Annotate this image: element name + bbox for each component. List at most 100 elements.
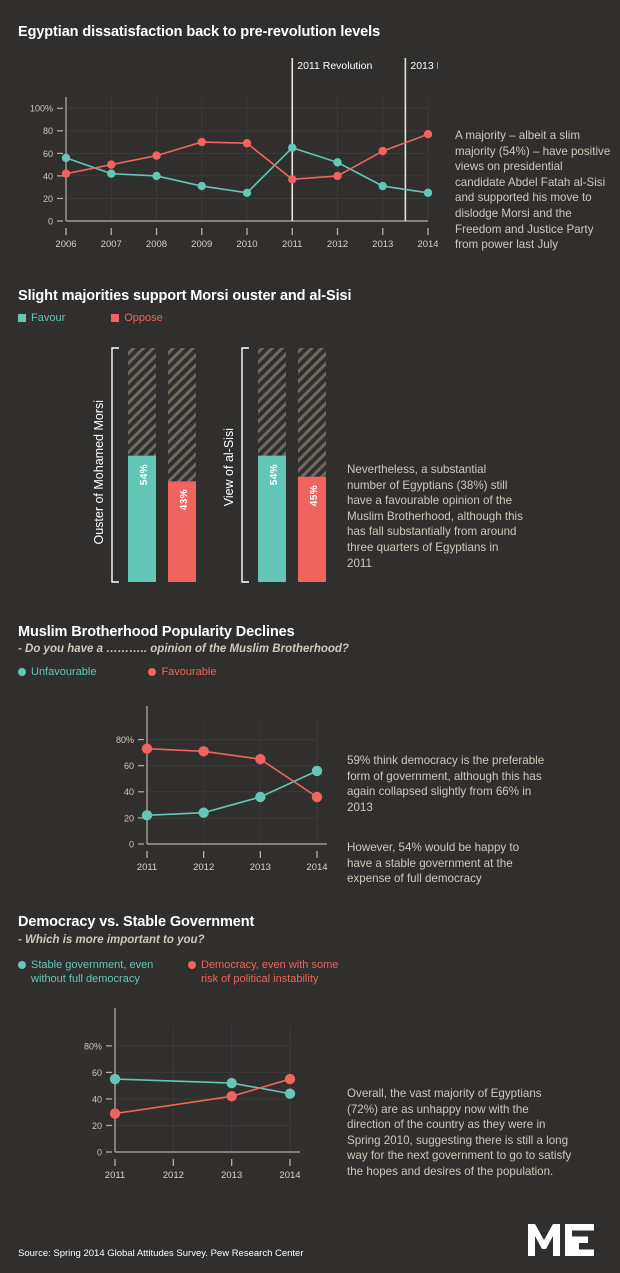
- data-point: [423, 188, 433, 198]
- side-text-muslim-brotherhood-2: However, 54% would be happy to have a st…: [347, 841, 520, 886]
- section-subtitle-democracy: - Which is more important to you?: [18, 934, 205, 946]
- bar-value: [128, 455, 156, 582]
- side-text-muslim-brotherhood-1: 59% think democracy is the preferable fo…: [347, 754, 545, 814]
- legend-dot-stable-government-icon: [18, 961, 26, 969]
- legend-democracy: Stable government, even without full dem…: [18, 958, 358, 986]
- legend-item-democracy-risk[interactable]: Democracy, even with some risk of politi…: [188, 958, 358, 986]
- y-tick-label: 80: [43, 126, 53, 136]
- bar-remainder: [258, 348, 286, 456]
- y-tick-label: 40: [124, 787, 134, 797]
- bar-value-label: 43%: [179, 489, 190, 511]
- group-bracket: [241, 347, 249, 583]
- legend-label-favour: Favour: [31, 312, 66, 324]
- legend-item-favourable[interactable]: Favourable: [148, 665, 216, 679]
- bar-remainder: [298, 348, 326, 477]
- x-tick-label: 2012: [193, 862, 214, 873]
- x-tick-label: 2014: [306, 862, 327, 873]
- section-title-dissatisfaction: Egyptian dissatisfaction back to pre-rev…: [18, 24, 381, 40]
- data-point: [311, 765, 323, 777]
- x-tick-label: 2009: [191, 239, 212, 250]
- line-chart-dissatisfaction: 0 20 40 60 80 100% 2006 2007 2008 2009 2010 2011 201…: [18, 52, 438, 267]
- legend-item-oppose[interactable]: Oppose: [111, 311, 163, 325]
- x-tick-label: 2013: [250, 862, 271, 873]
- line-chart-democracy: 0 20 40 60 80% 2011 2012 2013 2014: [60, 1008, 310, 1194]
- bar-group-label: Ouster of Mohamed Morsi: [92, 400, 106, 545]
- data-point: [197, 137, 206, 147]
- data-point: [423, 130, 433, 139]
- data-point: [141, 810, 153, 821]
- y-tick-label: 80%: [116, 735, 134, 745]
- bar-remainder: [168, 348, 196, 482]
- data-point: [378, 181, 387, 191]
- bar-chart-morsi-sisi: 54% 43% 54% 45% Ouster of Mohamed Morsi View …: [92, 340, 350, 595]
- legend-label-favourable: Favourable: [161, 666, 217, 678]
- data-point: [226, 1091, 237, 1102]
- data-point: [378, 146, 387, 156]
- legend-item-stable-government[interactable]: Stable government, even without full dem…: [18, 958, 168, 986]
- x-tick-label: 2006: [55, 239, 76, 250]
- data-point: [61, 169, 71, 178]
- data-point: [242, 188, 252, 198]
- data-point: [284, 1088, 296, 1099]
- data-point: [198, 807, 209, 818]
- data-point: [288, 175, 297, 184]
- legend-dot-favourable-icon: [148, 668, 157, 676]
- y-tick-label: 0: [48, 216, 53, 226]
- series-line: [146, 770, 318, 817]
- bar-value: [168, 481, 196, 582]
- data-point: [109, 1108, 121, 1119]
- y-tick-label: 80%: [84, 1041, 102, 1051]
- side-text-morsi-sisi: Nevertheless, a substantial number of Eg…: [347, 463, 523, 570]
- x-tick-label: 2014: [417, 239, 438, 250]
- data-point: [284, 1073, 296, 1085]
- x-tick-label: 2012: [163, 1170, 184, 1181]
- section-title-muslim-brotherhood: Muslim Brotherhood Popularity Declines: [18, 624, 295, 640]
- data-point: [107, 169, 116, 178]
- data-point: [198, 746, 209, 757]
- data-point: [255, 753, 266, 765]
- legend-muslim-brotherhood: Unfavourable Favourable: [18, 665, 216, 679]
- y-tick-label: 60: [43, 149, 53, 159]
- x-tick-label: 2011: [282, 239, 302, 250]
- x-tick-label: 2007: [101, 239, 122, 250]
- event-label: 2011 Revolution: [297, 60, 372, 72]
- data-point: [152, 151, 161, 160]
- legend-dot-unfavourable-icon: [18, 668, 26, 676]
- bar-value: [258, 455, 286, 582]
- data-point: [242, 139, 252, 148]
- series-line: [114, 1078, 291, 1115]
- data-point: [333, 171, 342, 181]
- x-tick-label: 2010: [236, 239, 257, 250]
- source-caption: Source: Spring 2014 Global Attitudes Sur…: [18, 1248, 304, 1259]
- data-point: [333, 158, 342, 167]
- section-title-democracy: Democracy vs. Stable Government: [18, 914, 255, 930]
- section-subtitle-muslim-brotherhood: - Do you have a ……….. opinion of the Mus…: [18, 643, 349, 655]
- legend-dot-democracy-risk-icon: [188, 961, 196, 969]
- data-point: [288, 143, 297, 152]
- legend-item-favour[interactable]: Favour: [18, 311, 65, 325]
- data-point: [107, 160, 116, 169]
- mee-logo-icon: [528, 1224, 594, 1256]
- data-point: [109, 1073, 121, 1085]
- series-line: [146, 747, 318, 798]
- data-point: [311, 791, 323, 803]
- legend-swatch-oppose-icon: [111, 314, 120, 322]
- y-tick-label: 20: [43, 194, 53, 204]
- x-tick-label: 2008: [146, 239, 167, 250]
- y-tick-label: 20: [92, 1121, 102, 1131]
- data-point: [197, 181, 206, 191]
- legend-label-unfavourable: Unfavourable: [31, 666, 97, 678]
- bar-value: [298, 476, 326, 582]
- bar-group-label: View of al-Sisi: [222, 428, 236, 507]
- data-point: [61, 153, 71, 163]
- x-tick-label: 2014: [279, 1170, 300, 1181]
- y-tick-label: 20: [124, 813, 134, 823]
- legend-label-stable-government: Stable government, even without full dem…: [31, 959, 154, 985]
- side-text-democracy: Overall, the vast majority of Egyptians …: [347, 1087, 572, 1178]
- legend-item-unfavourable[interactable]: Unfavourable: [18, 665, 96, 679]
- legend-swatch-favour-icon: [18, 314, 26, 322]
- y-tick-label: 0: [129, 839, 134, 849]
- event-label: 2013 Military ouster: [410, 60, 438, 72]
- bar-value-label: 54%: [269, 463, 280, 485]
- bar-value-label: 45%: [309, 484, 320, 506]
